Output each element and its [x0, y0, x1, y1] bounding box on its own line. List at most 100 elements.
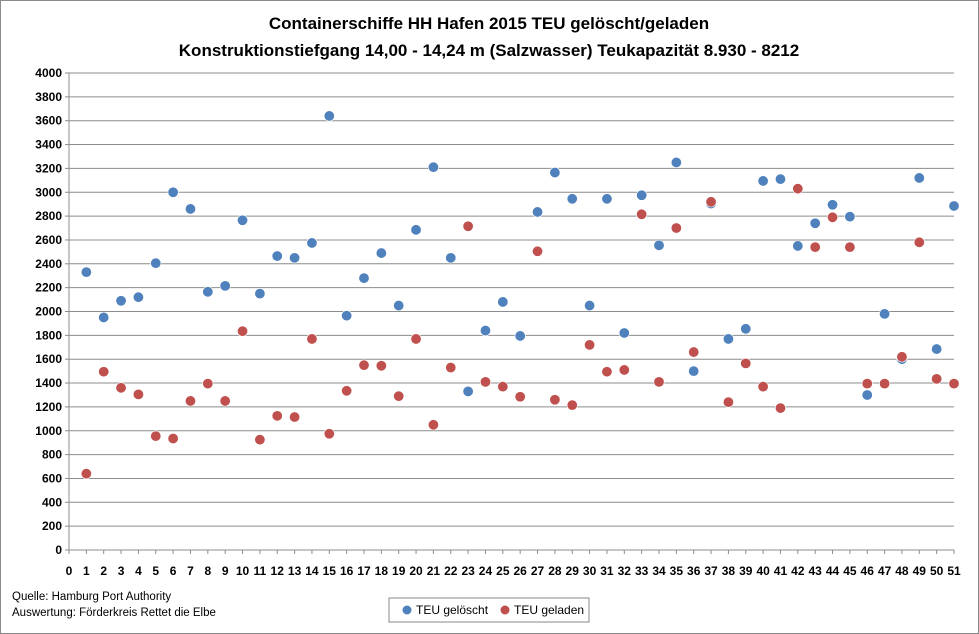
x-tick-label: 37 — [704, 564, 718, 578]
data-point — [254, 434, 266, 446]
data-point — [202, 378, 214, 390]
legend-label-geloescht: TEU gelöscht — [416, 603, 489, 617]
x-tick-label: 50 — [930, 564, 944, 578]
x-tick-label: 24 — [479, 564, 493, 578]
x-tick-label: 42 — [791, 564, 805, 578]
x-tick-label: 0 — [66, 564, 73, 578]
data-point — [289, 252, 301, 264]
data-point — [636, 208, 648, 220]
data-point — [289, 411, 301, 423]
data-point — [670, 156, 682, 168]
y-tick-label: 0 — [55, 543, 62, 557]
data-point — [792, 183, 804, 195]
data-point — [584, 339, 596, 351]
y-tick-label: 2200 — [35, 281, 62, 295]
x-tick-label: 36 — [687, 564, 701, 578]
y-tick-label: 400 — [42, 495, 62, 509]
y-tick-label: 800 — [42, 448, 62, 462]
data-point — [774, 173, 786, 185]
data-point — [688, 365, 700, 377]
legend-marker-geloescht — [402, 605, 412, 615]
data-point — [618, 364, 630, 376]
y-tick-label: 4000 — [35, 66, 62, 80]
axes — [65, 72, 955, 554]
data-point — [618, 327, 630, 339]
x-tick-label: 1 — [83, 564, 90, 578]
data-point — [375, 247, 387, 259]
x-tick-label: 33 — [635, 564, 649, 578]
data-point — [792, 240, 804, 252]
data-point — [497, 381, 509, 393]
data-point — [184, 203, 196, 215]
data-point — [879, 378, 891, 390]
y-tick-label: 3800 — [35, 90, 62, 104]
data-point — [410, 333, 422, 345]
data-point — [601, 193, 613, 205]
y-tick-label: 3600 — [35, 114, 62, 128]
data-point — [271, 410, 283, 422]
x-tick-label: 31 — [600, 564, 614, 578]
series-teu-geloescht — [80, 110, 960, 401]
chart-subtitle: Konstruktionstiefgang 14,00 - 14,24 m (S… — [179, 41, 799, 60]
series-teu-geladen — [80, 183, 960, 480]
x-tick-label: 48 — [895, 564, 909, 578]
y-axis-ticks: 0 200 400 600 800 1000 1200 1400 1600 1800 2000 220… — [35, 66, 62, 557]
data-point — [254, 288, 266, 300]
x-tick-label: 17 — [357, 564, 371, 578]
data-point — [705, 196, 717, 208]
x-tick-label: 22 — [444, 564, 458, 578]
y-tick-label: 1000 — [35, 424, 62, 438]
data-point — [740, 357, 752, 369]
x-tick-label: 51 — [947, 564, 961, 578]
x-tick-label: 43 — [808, 564, 822, 578]
x-tick-label: 38 — [722, 564, 736, 578]
x-tick-label: 14 — [305, 564, 319, 578]
legend-marker-geladen — [500, 605, 510, 615]
x-tick-label: 16 — [340, 564, 354, 578]
data-point — [219, 280, 231, 292]
data-point — [306, 237, 318, 249]
legend-label-geladen: TEU geladen — [514, 603, 584, 617]
data-point — [80, 468, 92, 480]
data-point — [514, 391, 526, 403]
x-axis-ticks: 0 1 2 3 4 5 6 7 8 9 10 11 12 13 14 15 16 17 18 19 20 21 22 23 24… — [66, 564, 961, 578]
data-point — [879, 308, 891, 320]
x-tick-label: 15 — [323, 564, 337, 578]
data-point — [532, 245, 544, 257]
x-tick-label: 12 — [271, 564, 285, 578]
legend: TEU gelöscht TEU geladen — [388, 597, 590, 623]
data-point — [306, 333, 318, 345]
data-point — [410, 224, 422, 236]
x-tick-label: 7 — [187, 564, 194, 578]
data-points — [80, 110, 960, 480]
x-tick-label: 11 — [254, 564, 267, 578]
data-point — [757, 381, 769, 393]
x-tick-label: 4 — [135, 564, 142, 578]
data-point — [150, 430, 162, 442]
x-tick-label: 34 — [652, 564, 666, 578]
data-point — [184, 395, 196, 407]
x-tick-label: 30 — [583, 564, 597, 578]
data-point — [167, 433, 179, 445]
data-point — [98, 366, 110, 378]
x-tick-label: 26 — [513, 564, 527, 578]
data-point — [479, 325, 491, 337]
data-point — [427, 161, 439, 173]
data-point — [532, 206, 544, 218]
data-point — [202, 286, 214, 298]
data-point — [237, 214, 249, 226]
x-tick-label: 19 — [392, 564, 406, 578]
legend-box — [388, 597, 590, 623]
x-tick-label: 10 — [236, 564, 250, 578]
x-tick-label: 21 — [427, 564, 441, 578]
data-point — [827, 211, 839, 223]
data-point — [393, 390, 405, 402]
data-point — [98, 311, 110, 323]
data-point — [427, 419, 439, 431]
data-point — [115, 382, 127, 394]
data-point — [115, 295, 127, 307]
data-point — [237, 325, 249, 337]
data-point — [844, 241, 856, 253]
data-point — [584, 300, 596, 312]
x-tick-label: 2 — [100, 564, 107, 578]
